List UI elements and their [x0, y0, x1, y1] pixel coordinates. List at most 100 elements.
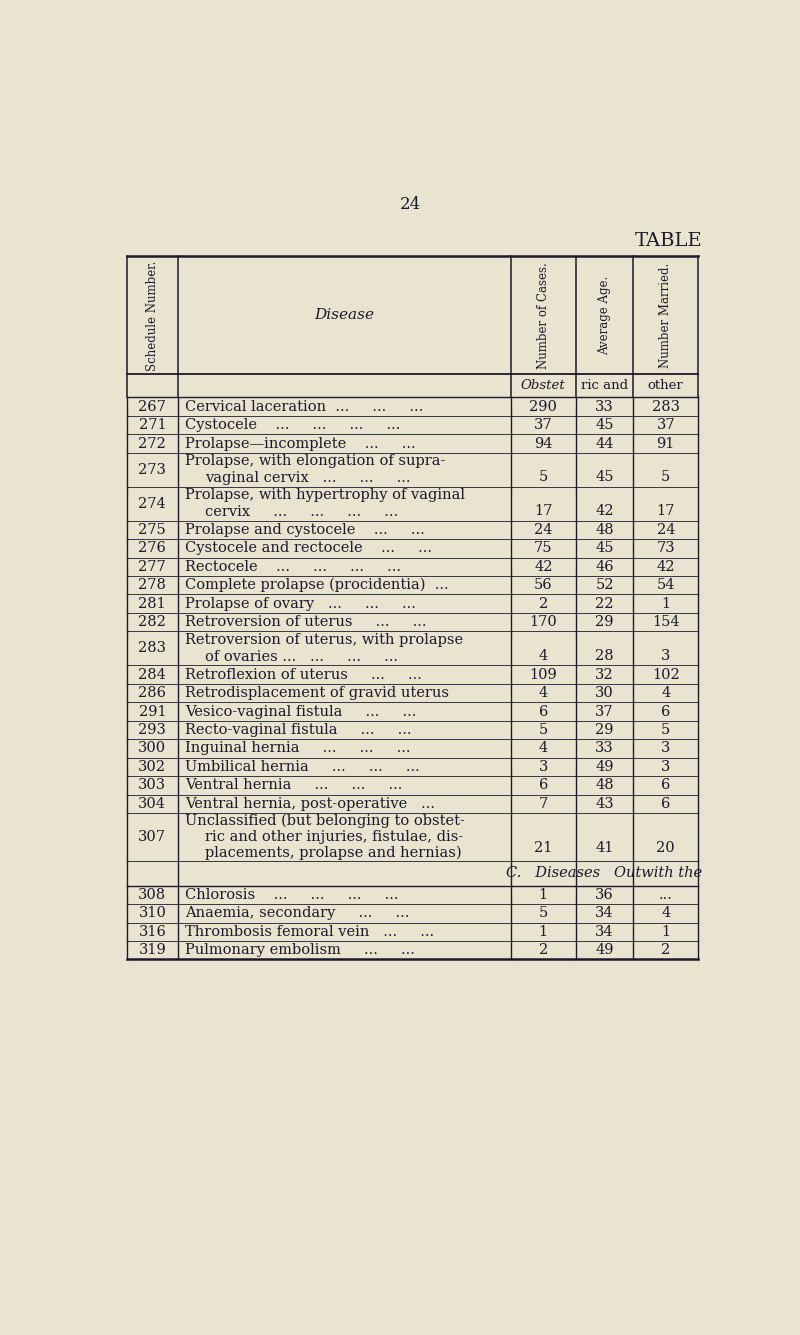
Text: Cervical laceration  ...     ...     ...: Cervical laceration ... ... ... [186, 399, 423, 414]
Text: 303: 303 [138, 778, 166, 793]
Text: ric and: ric and [581, 379, 628, 392]
Text: ric and other injuries, fistulae, dis-: ric and other injuries, fistulae, dis- [205, 830, 463, 844]
Text: Prolapse and cystocele    ...     ...: Prolapse and cystocele ... ... [186, 523, 425, 537]
Text: 17: 17 [657, 505, 675, 518]
Text: 6: 6 [538, 705, 548, 718]
Text: 37: 37 [595, 705, 614, 718]
Text: 290: 290 [530, 399, 558, 414]
Text: 34: 34 [595, 925, 614, 939]
Text: 32: 32 [595, 668, 614, 682]
Text: 24: 24 [399, 196, 421, 214]
Text: 42: 42 [595, 505, 614, 518]
Text: 7: 7 [538, 797, 548, 810]
Text: 6: 6 [661, 778, 670, 793]
Text: 271: 271 [138, 418, 166, 433]
Text: vaginal cervix   ...     ...     ...: vaginal cervix ... ... ... [205, 471, 410, 485]
Text: 1: 1 [538, 925, 548, 939]
Text: 48: 48 [595, 778, 614, 793]
Text: 42: 42 [534, 559, 553, 574]
Text: 2: 2 [538, 597, 548, 610]
Text: 276: 276 [138, 541, 166, 555]
Text: Thrombosis femoral vein   ...     ...: Thrombosis femoral vein ... ... [186, 925, 434, 939]
Text: Umbilical hernia     ...     ...     ...: Umbilical hernia ... ... ... [186, 760, 420, 774]
Text: cervix     ...     ...     ...     ...: cervix ... ... ... ... [205, 505, 398, 519]
Text: 5: 5 [661, 470, 670, 485]
Text: 2: 2 [538, 944, 548, 957]
Text: 37: 37 [534, 418, 553, 433]
Text: Inguinal hernia     ...     ...     ...: Inguinal hernia ... ... ... [186, 741, 410, 756]
Text: 73: 73 [657, 541, 675, 555]
Text: 2: 2 [661, 944, 670, 957]
Text: 273: 273 [138, 463, 166, 477]
Text: Ventral hernia     ...     ...     ...: Ventral hernia ... ... ... [186, 778, 402, 793]
Text: 154: 154 [652, 615, 679, 629]
Text: 3: 3 [661, 760, 670, 774]
Text: 310: 310 [138, 906, 166, 920]
Text: of ovaries ...   ...     ...     ...: of ovaries ... ... ... ... [205, 650, 398, 663]
Text: 286: 286 [138, 686, 166, 700]
Text: 1: 1 [661, 925, 670, 939]
Text: 34: 34 [595, 906, 614, 920]
Text: Number Married.: Number Married. [659, 263, 672, 368]
Text: 33: 33 [595, 741, 614, 756]
Text: 4: 4 [538, 686, 548, 700]
Text: 316: 316 [138, 925, 166, 939]
Text: 43: 43 [595, 797, 614, 810]
Text: 5: 5 [538, 470, 548, 485]
Text: 48: 48 [595, 523, 614, 537]
Text: 284: 284 [138, 668, 166, 682]
Text: 1: 1 [661, 597, 670, 610]
Text: C.   Diseases   Outwith the: C. Diseases Outwith the [506, 866, 702, 880]
Text: 24: 24 [534, 523, 553, 537]
Text: 21: 21 [534, 841, 553, 854]
Text: 4: 4 [538, 649, 548, 663]
Text: Schedule Number.: Schedule Number. [146, 260, 159, 371]
Text: 6: 6 [661, 797, 670, 810]
Text: 3: 3 [661, 741, 670, 756]
Text: Average Age.: Average Age. [598, 276, 611, 355]
Text: placements, prolapse and hernias): placements, prolapse and hernias) [205, 846, 462, 860]
Text: Prolapse of ovary   ...     ...     ...: Prolapse of ovary ... ... ... [186, 597, 416, 610]
Text: TABLE: TABLE [634, 232, 702, 250]
Text: 37: 37 [657, 418, 675, 433]
Text: 75: 75 [534, 541, 553, 555]
Text: 33: 33 [595, 399, 614, 414]
Text: 1: 1 [538, 888, 548, 901]
Text: 275: 275 [138, 523, 166, 537]
Text: 42: 42 [657, 559, 675, 574]
Text: Chlorosis    ...     ...     ...     ...: Chlorosis ... ... ... ... [186, 888, 398, 901]
Text: Prolapse, with hypertrophy of vaginal: Prolapse, with hypertrophy of vaginal [186, 489, 466, 502]
Text: 283: 283 [652, 399, 680, 414]
Text: 44: 44 [595, 437, 614, 450]
Text: Cystocele and rectocele    ...     ...: Cystocele and rectocele ... ... [186, 541, 432, 555]
Text: 109: 109 [530, 668, 557, 682]
Text: Disease: Disease [314, 308, 374, 322]
Text: 274: 274 [138, 497, 166, 510]
Text: Rectocele    ...     ...     ...     ...: Rectocele ... ... ... ... [186, 559, 402, 574]
Text: Retrodisplacement of gravid uterus: Retrodisplacement of gravid uterus [186, 686, 450, 700]
Text: 4: 4 [538, 741, 548, 756]
Text: 46: 46 [595, 559, 614, 574]
Text: 45: 45 [595, 470, 614, 485]
Text: 91: 91 [657, 437, 675, 450]
Text: 277: 277 [138, 559, 166, 574]
Text: 3: 3 [661, 649, 670, 663]
Text: Complete prolapse (procidentia)  ...: Complete prolapse (procidentia) ... [186, 578, 449, 593]
Text: 36: 36 [595, 888, 614, 901]
Text: 5: 5 [538, 906, 548, 920]
Text: 302: 302 [138, 760, 166, 774]
Text: 282: 282 [138, 615, 166, 629]
Text: Obstet: Obstet [521, 379, 566, 392]
Text: 4: 4 [661, 906, 670, 920]
Text: 300: 300 [138, 741, 166, 756]
Text: 49: 49 [595, 944, 614, 957]
Text: 22: 22 [595, 597, 614, 610]
Text: Retroflexion of uterus     ...     ...: Retroflexion of uterus ... ... [186, 668, 422, 682]
Text: Ventral hernia, post-operative   ...: Ventral hernia, post-operative ... [186, 797, 435, 810]
Text: Unclassified (but belonging to obstet-: Unclassified (but belonging to obstet- [186, 814, 465, 828]
Text: 41: 41 [595, 841, 614, 854]
Text: 28: 28 [595, 649, 614, 663]
Text: 5: 5 [661, 724, 670, 737]
Text: Pulmonary embolism     ...     ...: Pulmonary embolism ... ... [186, 944, 415, 957]
Text: Prolapse—incomplete    ...     ...: Prolapse—incomplete ... ... [186, 437, 416, 450]
